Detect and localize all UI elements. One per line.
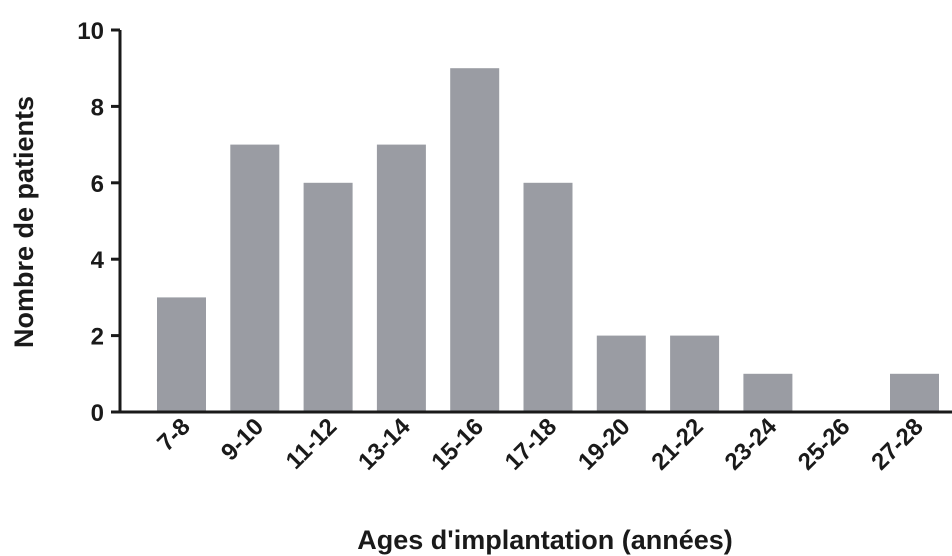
y-tick-label-8: 8: [91, 94, 104, 121]
bar-21-22: [670, 335, 720, 412]
bar-9-10: [230, 144, 280, 412]
bar-27-28: [890, 373, 939, 412]
x-tick-label-25-26: 25-26: [793, 413, 856, 476]
x-tick-label-13-14: 13-14: [353, 413, 416, 476]
x-tick-label-9-10: 9-10: [216, 413, 269, 466]
x-tick-label-23-24: 23-24: [720, 413, 783, 476]
bars-group: [157, 68, 939, 412]
y-tick-label-6: 6: [91, 171, 104, 198]
y-tick-label-10: 10: [77, 18, 104, 45]
x-axis-title: Ages d'implantation (années): [357, 525, 732, 555]
y-tick-label-4: 4: [91, 247, 105, 274]
bar-15-16: [450, 68, 500, 412]
y-axis: 0 2 4 6 8 10: [77, 18, 122, 427]
x-tick-label-15-16: 15-16: [426, 413, 489, 476]
bar-17-18: [523, 182, 573, 412]
bar-11-12: [303, 182, 353, 412]
bar-13-14: [376, 144, 426, 412]
y-tick-label-0: 0: [91, 400, 104, 427]
y-axis-title: Nombre de patients: [9, 96, 39, 348]
bar-23-24: [743, 373, 793, 412]
x-tick-label-19-20: 19-20: [573, 413, 636, 476]
bar-19-20: [596, 335, 646, 412]
y-tick-label-2: 2: [91, 324, 104, 351]
x-tick-label-11-12: 11-12: [281, 413, 343, 475]
x-tick-label-27-28: 27-28: [866, 413, 929, 476]
x-axis: 7-8 9-10 11-12 13-14 15-16 17-18 19-20 21-22 23-…: [118, 410, 952, 476]
x-tick-label-7-8: 7-8: [152, 413, 196, 457]
x-tick-label-17-18: 17-18: [500, 413, 563, 476]
x-tick-label-21-22: 21-22: [646, 413, 709, 476]
bar-7-8: [157, 297, 206, 412]
